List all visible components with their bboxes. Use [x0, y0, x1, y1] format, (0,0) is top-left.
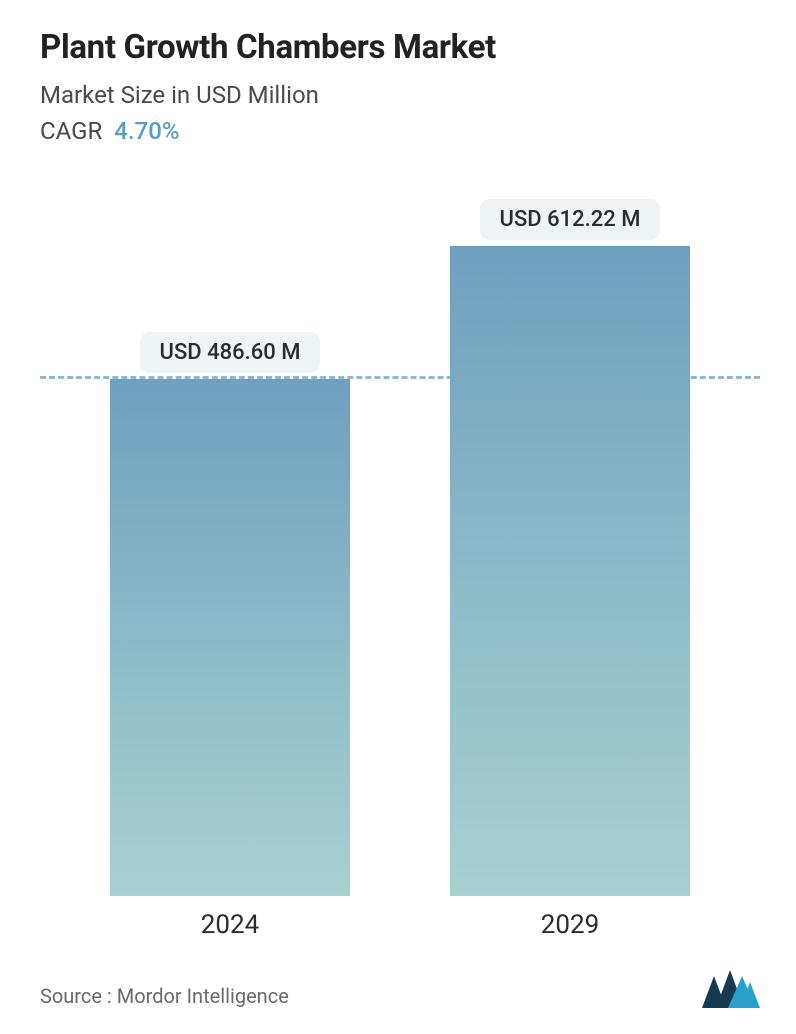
bar-col-1: USD 612.22 M [420, 199, 719, 896]
bar-0 [110, 379, 349, 896]
year-label-0: 2024 [80, 896, 379, 940]
footer: Source : Mordor Intelligence [40, 940, 760, 1014]
source-text: Source : Mordor Intelligence [40, 984, 289, 1008]
bar-1 [450, 246, 689, 896]
value-pill-0: USD 486.60 M [140, 332, 321, 373]
year-label-1: 2029 [420, 896, 719, 940]
bars-row: USD 486.60 M USD 612.22 M [40, 163, 760, 896]
value-pill-1: USD 612.22 M [480, 199, 661, 240]
brand-logo-icon [702, 970, 760, 1008]
bar-col-0: USD 486.60 M [80, 332, 379, 896]
x-axis: 2024 2029 [40, 896, 760, 940]
cagr-value: 4.70% [114, 117, 179, 145]
chart-card: Plant Growth Chambers Market Market Size… [0, 0, 796, 1034]
cagr-line: CAGR 4.70% [40, 117, 760, 145]
chart-subtitle: Market Size in USD Million [40, 81, 760, 109]
chart-plot-area: USD 486.60 M USD 612.22 M [40, 163, 760, 896]
chart-title: Plant Growth Chambers Market [40, 28, 760, 67]
cagr-label: CAGR [40, 117, 102, 145]
